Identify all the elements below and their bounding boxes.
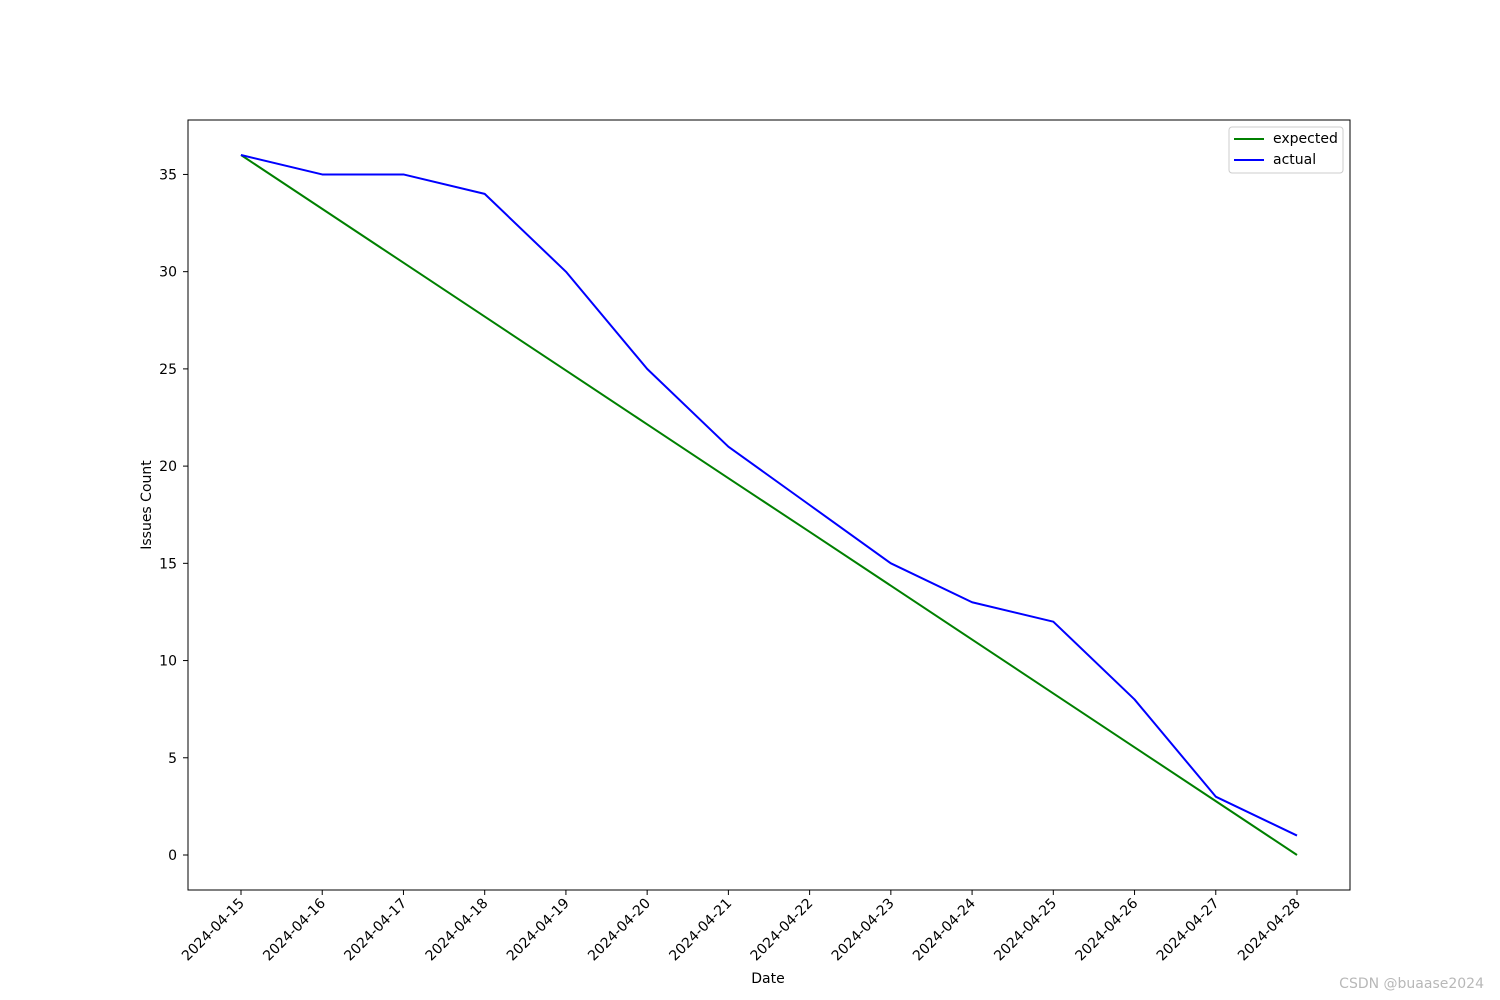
x-tick-label: 2024-04-21: [666, 896, 735, 965]
y-tick-label: 15: [159, 556, 177, 572]
x-tick-label: 2024-04-19: [504, 896, 573, 965]
y-tick-label: 20: [159, 459, 177, 475]
x-tick-label: 2024-04-26: [1073, 895, 1142, 964]
x-tick-label: 2024-04-15: [179, 896, 248, 965]
x-tick-label: 2024-04-22: [748, 896, 817, 965]
y-tick-label: 30: [159, 265, 177, 281]
x-tick-label: 2024-04-20: [585, 896, 654, 965]
series-line-expected: [240, 154, 1298, 856]
y-axis-ticks: 0 5 10 15 20 25 30 35: [159, 167, 188, 864]
series-line-actual: [240, 154, 1298, 837]
x-axis-label: Date: [751, 971, 784, 987]
legend-label-expected: expected: [1273, 131, 1338, 147]
x-axis-ticks: 2024-04-15 2024-04-16 2024-04-17 2024-04-18…: [179, 890, 1304, 964]
x-tick-label: 2024-04-28: [1235, 896, 1304, 965]
y-tick-label: 0: [168, 848, 177, 864]
x-tick-label: 2024-04-17: [341, 896, 410, 965]
y-tick-label: 10: [159, 654, 177, 670]
x-tick-label: 2024-04-25: [991, 896, 1060, 965]
series-lines: [240, 154, 1298, 856]
y-tick-label: 25: [159, 362, 177, 378]
x-tick-label: 2024-04-18: [423, 896, 492, 965]
y-axis-label: Issues Count: [139, 460, 155, 550]
x-tick-label: 2024-04-16: [260, 895, 329, 964]
y-tick-label: 5: [168, 751, 177, 767]
watermark: CSDN @buaase2024: [1339, 976, 1484, 992]
y-tick-label: 35: [159, 167, 177, 183]
legend: expected actual: [1228, 126, 1344, 174]
x-tick-label: 2024-04-23: [829, 896, 898, 965]
x-tick-label: 2024-04-24: [910, 895, 979, 964]
x-tick-label: 2024-04-27: [1154, 896, 1223, 965]
legend-label-actual: actual: [1273, 152, 1316, 168]
